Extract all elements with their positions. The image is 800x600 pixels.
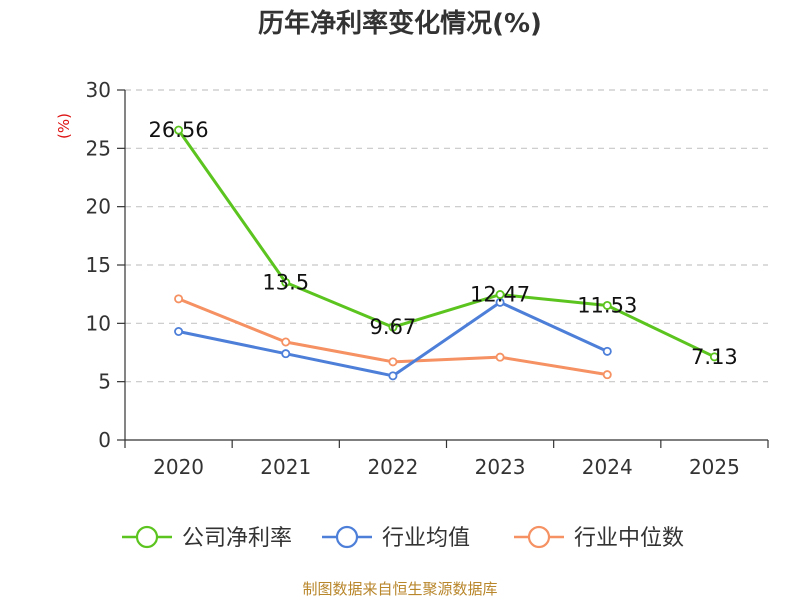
- source-note: 制图数据来自恒生聚源数据库: [302, 580, 497, 598]
- data-label-2022: 9.67: [370, 315, 417, 339]
- chart-title: 历年净利率变化情况(%): [258, 8, 542, 39]
- y-tick-label-20: 20: [86, 195, 111, 219]
- y-tick-label-10: 10: [86, 311, 111, 335]
- point-s1-2022: [388, 371, 398, 381]
- point-s0-2025: [709, 352, 719, 362]
- data-label-2020: 26.56: [149, 118, 209, 142]
- point-s2-2024: [602, 370, 612, 380]
- legend-marker-1: [335, 525, 359, 549]
- point-s0-2023: [495, 290, 505, 300]
- legend-label-0: 公司净利率: [182, 526, 292, 551]
- x-tick-label-2025: 2025: [689, 455, 740, 479]
- gridlines: [125, 89, 768, 383]
- point-s1-2020: [174, 326, 184, 336]
- y-tick-label-0: 0: [98, 428, 111, 452]
- x-tick-label-2020: 2020: [153, 455, 204, 479]
- series-line-0: [177, 129, 716, 359]
- data-label-2025: 7.13: [691, 345, 738, 369]
- point-s0-2021: [281, 277, 291, 287]
- y-axis-unit: (%): [55, 113, 73, 139]
- point-s0-2022: [388, 322, 398, 332]
- legend-marker-0: [135, 525, 159, 549]
- y-tick-label-15: 15: [86, 253, 111, 277]
- point-s2-2023: [495, 352, 505, 362]
- x-tick-label-2021: 2021: [260, 455, 311, 479]
- point-s0-2024: [602, 300, 612, 310]
- legend-label-1: 行业均值: [382, 526, 470, 551]
- legend-label-2: 行业中位数: [574, 526, 684, 551]
- point-s1-2021: [281, 349, 291, 359]
- axes: [117, 89, 769, 448]
- x-tick-label-2023: 2023: [475, 455, 526, 479]
- point-s1-2024: [602, 346, 612, 356]
- point-s2-2021: [281, 337, 291, 347]
- data-labels: 26.56 13.5 9.67 12.47 11.53 7.13: [149, 118, 738, 369]
- point-s2-2020: [174, 294, 184, 304]
- data-label-2024: 11.53: [577, 293, 637, 317]
- y-tick-label-30: 30: [86, 78, 111, 102]
- data-label-2021: 13.5: [262, 271, 309, 295]
- y-tick-label-5: 5: [98, 370, 111, 394]
- legend-marker-2: [527, 525, 551, 549]
- point-s0-2020: [174, 125, 184, 135]
- x-tick-label-2024: 2024: [582, 455, 633, 479]
- x-tick-label-2022: 2022: [367, 455, 418, 479]
- y-tick-labels: 0 5 10 15 20 25 30: [86, 78, 111, 452]
- legend: 公司净利率 行业均值 行业中位数: [122, 525, 684, 551]
- point-s2-2022: [388, 357, 398, 367]
- y-tick-label-25: 25: [86, 136, 111, 160]
- series-lines: [174, 125, 719, 381]
- x-tick-labels: 2020 2021 2022 2023 2024 2025: [153, 455, 740, 479]
- data-label-2023: 12.47: [470, 283, 530, 307]
